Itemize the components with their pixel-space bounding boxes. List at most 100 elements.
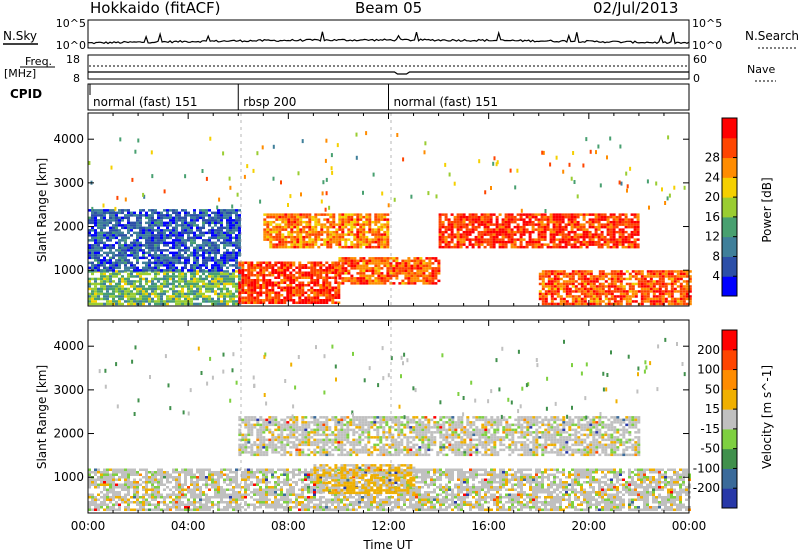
heatmap-cell [172,298,175,301]
heatmap-cell [377,231,380,234]
heatmap-cell [262,436,265,439]
heatmap-cell [371,241,374,244]
heatmap-cell [246,164,248,168]
heatmap-cell [313,262,316,265]
heatmap-cell [386,218,389,221]
heatmap-cell [341,221,344,224]
heatmap-cell [374,238,377,241]
heatmap-cell [397,431,400,434]
heatmap-cell [352,424,355,427]
heatmap-cell [271,451,274,454]
heatmap-cell [338,213,341,216]
heatmap-cell [226,252,229,255]
colorbar-segment [722,138,737,158]
heatmap-cell [422,280,425,283]
heatmap-cell [157,295,160,298]
heatmap-cell [275,213,278,216]
heatmap-cell [196,288,199,291]
heatmap-cell [310,297,313,300]
heatmap-cell [575,298,578,301]
heatmap-cell [292,269,295,272]
heatmap-cell [193,290,196,293]
heatmap-cell [244,434,247,437]
heatmap-cell [283,444,286,447]
heatmap-cell [635,295,638,298]
heatmap-cell [133,212,136,215]
heatmap-cell [106,209,109,212]
heatmap-cell [559,213,562,216]
heatmap-cell [214,242,217,245]
heatmap-cell [608,293,611,296]
heatmap-cell [190,252,193,255]
heatmap-cell [148,217,151,220]
heatmap-cell [352,434,355,437]
heatmap-cell [115,232,118,235]
heatmap-cell [427,191,429,195]
heatmap-cell [118,232,121,235]
heatmap-cell [379,454,382,457]
heatmap-cell [283,287,286,290]
heatmap-cell [172,275,175,278]
heatmap-cell [223,264,226,267]
heatmap-cell [262,269,265,272]
heatmap-cell [268,302,271,305]
heatmap-cell [331,267,334,270]
heatmap-cell [557,273,560,276]
heatmap-cell [226,275,229,278]
heatmap-cell [322,299,325,302]
heatmap-cell [106,269,109,272]
heatmap-cell [542,295,545,298]
heatmap-cell [286,434,289,437]
heatmap-cell [148,298,151,301]
heatmap-cell [274,262,277,265]
heatmap-cell [337,424,340,427]
heatmap-cell [355,444,358,447]
heatmap-cell [599,278,602,281]
heatmap-cell [235,244,238,247]
heatmap-cell [169,298,172,301]
heatmap-cell [395,265,398,268]
heatmap-cell [94,293,97,296]
heatmap-cell [549,163,551,167]
heatmap-cell [214,269,217,272]
heatmap-cell [106,280,109,283]
heatmap-cell [226,290,229,293]
heatmap-cell [511,231,514,234]
heatmap-cell [359,218,362,221]
heatmap-cell [238,254,241,257]
heatmap-cell [680,285,683,288]
heatmap-cell [437,260,440,263]
heatmap-cell [574,233,577,236]
heatmap-cell [625,231,628,234]
heatmap-cell [337,454,340,457]
heatmap-cell [574,218,577,221]
heatmap-cell [653,303,656,306]
heatmap-cell [154,219,157,222]
heatmap-cell [684,186,686,190]
heatmap-cell [178,214,181,217]
heatmap-cell [583,231,586,234]
heatmap-cell [532,221,535,224]
heatmap-cell [169,209,172,212]
heatmap-cell [172,280,175,283]
heatmap-cell [326,213,329,216]
heatmap-cell [274,446,277,449]
heatmap-cell [283,424,286,427]
heatmap-cell [559,231,562,234]
heatmap-cell [250,431,253,434]
heatmap-cell [139,244,142,247]
heatmap-cell [139,249,142,252]
heatmap-cell [163,262,166,265]
heatmap-cell [484,190,486,194]
heatmap-cell [322,421,325,424]
heatmap-cell [91,214,94,217]
heatmap-cell [451,223,454,226]
heatmap-cell [118,252,121,255]
heatmap-cell [340,434,343,437]
heatmap-cell [310,262,313,265]
heatmap-cell [493,243,496,246]
heatmap-cell [341,216,344,219]
heatmap-cell [614,290,617,293]
heatmap-cell [359,260,362,263]
heatmap-cell [208,237,211,240]
